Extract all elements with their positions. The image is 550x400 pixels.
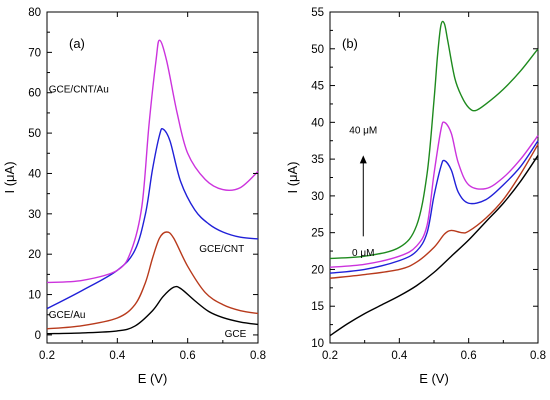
panel-label-b: (b) xyxy=(342,36,358,51)
series-line-a-2 xyxy=(46,127,259,310)
x-tick-label-b: 0.4 xyxy=(391,350,408,362)
x-axis-title-a: E (V) xyxy=(138,371,168,386)
curve-label-gce-cnt-au: GCE/CNT/Au xyxy=(49,85,109,96)
y-tick-label-b: 35 xyxy=(311,154,324,166)
series-line-b-0 xyxy=(329,155,539,337)
y-tick-label-a: 10 xyxy=(28,290,41,302)
panel-b: 0.2 0.4 0.6 0.8 10 15 20 25 30 35 40 45 50 55 (b) E (… xyxy=(285,7,546,386)
y-tick-label-a: 60 xyxy=(28,88,41,100)
x-tick-label-a: 0.8 xyxy=(250,350,266,362)
y-tick-label-b: 15 xyxy=(311,301,324,313)
axes-b: 0.2 0.4 0.6 0.8 10 15 20 25 30 35 40 45 50 55 xyxy=(311,7,546,362)
y-tick-label-b: 30 xyxy=(311,191,324,203)
y-tick-label-b: 50 xyxy=(311,44,324,56)
x-tick-label-b: 0.6 xyxy=(461,350,477,362)
x-axis-title-b: E (V) xyxy=(419,371,449,386)
curve-label-gce: GCE xyxy=(225,329,247,340)
y-tick-label-a: 40 xyxy=(28,168,41,180)
y-axis-title-a: I (μA) xyxy=(2,161,17,193)
x-tick-label-b: 0.8 xyxy=(530,350,546,362)
y-tick-label-a: 20 xyxy=(28,249,41,261)
y-tick-label-a: 50 xyxy=(28,128,41,140)
panel-label-a: (a) xyxy=(69,36,85,51)
curves-b xyxy=(329,20,539,337)
y-tick-label-a: 30 xyxy=(28,209,41,221)
curve-label-gce-cnt: GCE/CNT xyxy=(199,244,244,255)
series-line-a-0 xyxy=(46,285,259,335)
series-line-b-2 xyxy=(329,140,539,274)
series-line-a-1 xyxy=(46,231,259,330)
series-line-b-3 xyxy=(329,121,539,268)
y-tick-label-b: 20 xyxy=(311,264,324,276)
series-line-b-4 xyxy=(329,20,539,260)
concentration-arrow-head xyxy=(359,155,367,164)
y-tick-label-b: 55 xyxy=(311,7,324,19)
y-tick-label-b: 10 xyxy=(311,338,324,350)
y-tick-label-a: 70 xyxy=(28,47,41,59)
y-axis-title-b: I (μA) xyxy=(285,161,300,193)
annotation-40uM: 40 μM xyxy=(349,125,377,136)
y-tick-label-a: 80 xyxy=(28,7,41,19)
x-tick-label-b: 0.2 xyxy=(322,350,338,362)
series-line-a-3 xyxy=(46,39,259,284)
y-tick-label-b: 45 xyxy=(311,81,324,93)
y-tick-label-b: 40 xyxy=(311,117,324,129)
axes-a: 0.2 0.4 0.6 0.8 0 10 20 30 40 50 60 70 80 xyxy=(28,7,266,362)
annotation-0uM: 0 μM xyxy=(352,248,374,259)
plot-frame-a xyxy=(46,11,259,344)
y-tick-label-b: 25 xyxy=(311,228,324,240)
curves-a xyxy=(46,39,259,335)
series-line-b-1 xyxy=(329,144,539,279)
x-tick-label-a: 0.4 xyxy=(109,350,126,362)
y-tick-label-a: 0 xyxy=(35,330,41,342)
x-tick-label-a: 0.6 xyxy=(180,350,196,362)
curve-label-gce-au: GCE/Au xyxy=(49,310,86,321)
x-tick-label-a: 0.2 xyxy=(39,350,55,362)
